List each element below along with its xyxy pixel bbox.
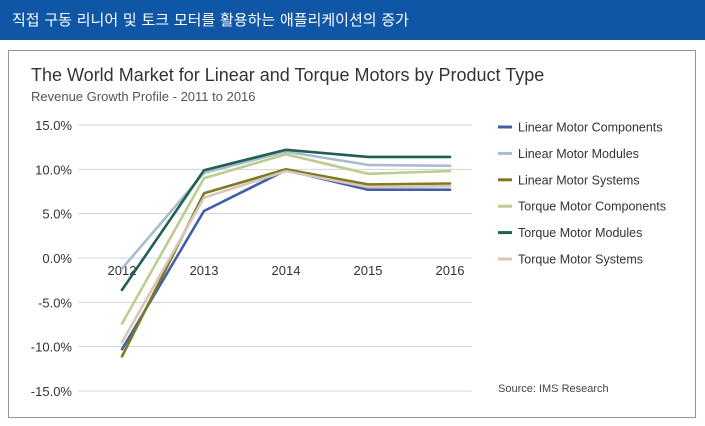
x-tick-label: 2014 [272,263,301,278]
y-tick-label: -15.0% [31,384,73,399]
legend-label: Linear Motor Systems [518,173,640,187]
legend-label: Torque Motor Components [518,200,666,214]
series-line [120,150,452,270]
chart-title: The World Market for Linear and Torque M… [31,65,545,85]
legend-label: Linear Motor Modules [518,147,639,161]
chart-subtitle: Revenue Growth Profile - 2011 to 2016 [31,89,256,104]
series-line [120,148,452,292]
y-tick-label: 5.0% [42,207,72,222]
x-tick-label: 2015 [354,263,383,278]
y-tick-label: 15.0% [35,118,72,133]
y-tick-label: 10.0% [35,162,72,177]
series-line [120,169,452,344]
y-tick-label: 0.0% [42,251,72,266]
banner-title: 직접 구동 리니어 및 토크 모터를 활용하는 애플리케이션의 증가 [12,11,409,29]
x-tick-label: 2013 [190,263,219,278]
y-tick-label: -5.0% [38,295,72,310]
series-line [120,153,452,325]
x-tick-label: 2012 [108,263,137,278]
legend-label: Torque Motor Modules [518,226,642,240]
header-banner: 직접 구동 리니어 및 토크 모터를 활용하는 애플리케이션의 증가 [0,0,705,40]
source-note: Source: IMS Research [498,383,609,395]
legend-label: Linear Motor Components [518,121,663,135]
legend-label: Torque Motor Systems [518,253,643,267]
x-tick-label: 2016 [436,263,465,278]
y-tick-label: -10.0% [31,340,73,355]
